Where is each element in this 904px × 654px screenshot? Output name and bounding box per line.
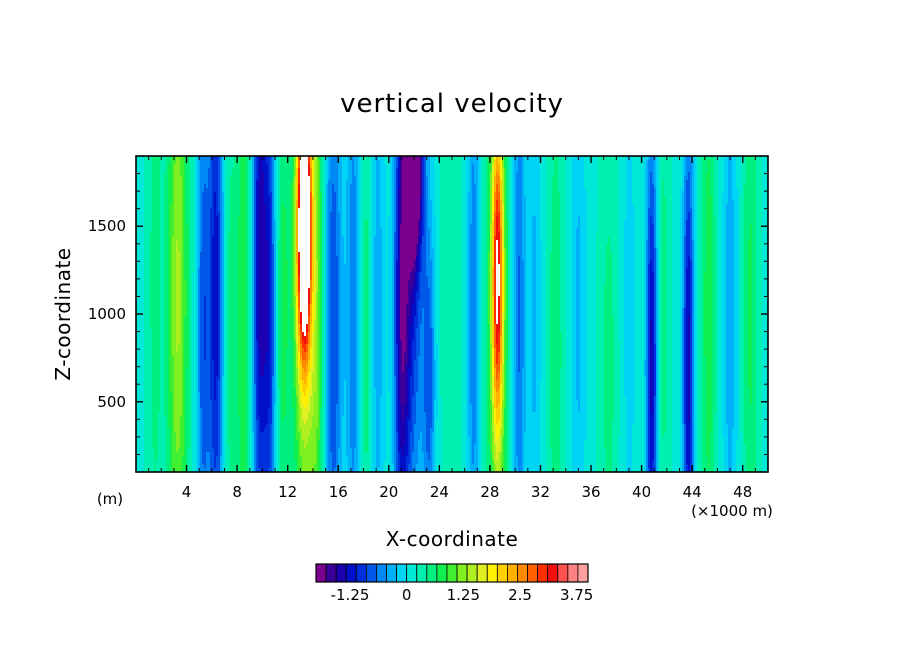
vertical-velocity-figure: vertical velocity 4 8 12 16 20 24 28 32 36 40 44 48… xyxy=(0,0,904,654)
chart-title: vertical velocity xyxy=(340,89,564,119)
velocity-field xyxy=(136,156,768,472)
